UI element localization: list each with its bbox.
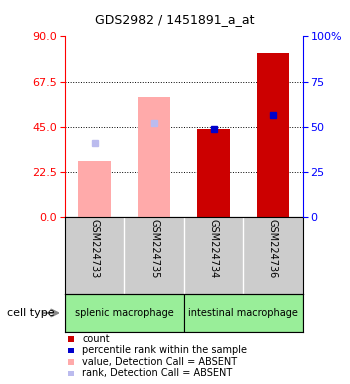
Text: GDS2982 / 1451891_a_at: GDS2982 / 1451891_a_at bbox=[95, 13, 255, 26]
Bar bbox=[257, 53, 289, 217]
Text: GSM224734: GSM224734 bbox=[209, 219, 218, 278]
Bar bbox=[68, 359, 75, 365]
Text: GSM224735: GSM224735 bbox=[149, 219, 159, 279]
Bar bbox=[138, 97, 170, 217]
Text: intestinal macrophage: intestinal macrophage bbox=[188, 308, 298, 318]
Text: count: count bbox=[82, 334, 110, 344]
Bar bbox=[65, 294, 184, 332]
Text: GSM224733: GSM224733 bbox=[90, 219, 99, 278]
Text: cell type: cell type bbox=[7, 308, 55, 318]
Text: rank, Detection Call = ABSENT: rank, Detection Call = ABSENT bbox=[82, 368, 232, 378]
Text: splenic macrophage: splenic macrophage bbox=[75, 308, 174, 318]
Bar bbox=[78, 161, 111, 217]
Bar bbox=[68, 348, 75, 353]
Text: percentile rank within the sample: percentile rank within the sample bbox=[82, 345, 247, 355]
Text: GSM224736: GSM224736 bbox=[268, 219, 278, 278]
Bar bbox=[68, 371, 75, 376]
Bar bbox=[184, 294, 303, 332]
Bar bbox=[68, 336, 75, 342]
Text: value, Detection Call = ABSENT: value, Detection Call = ABSENT bbox=[82, 357, 237, 367]
Bar bbox=[197, 129, 230, 217]
